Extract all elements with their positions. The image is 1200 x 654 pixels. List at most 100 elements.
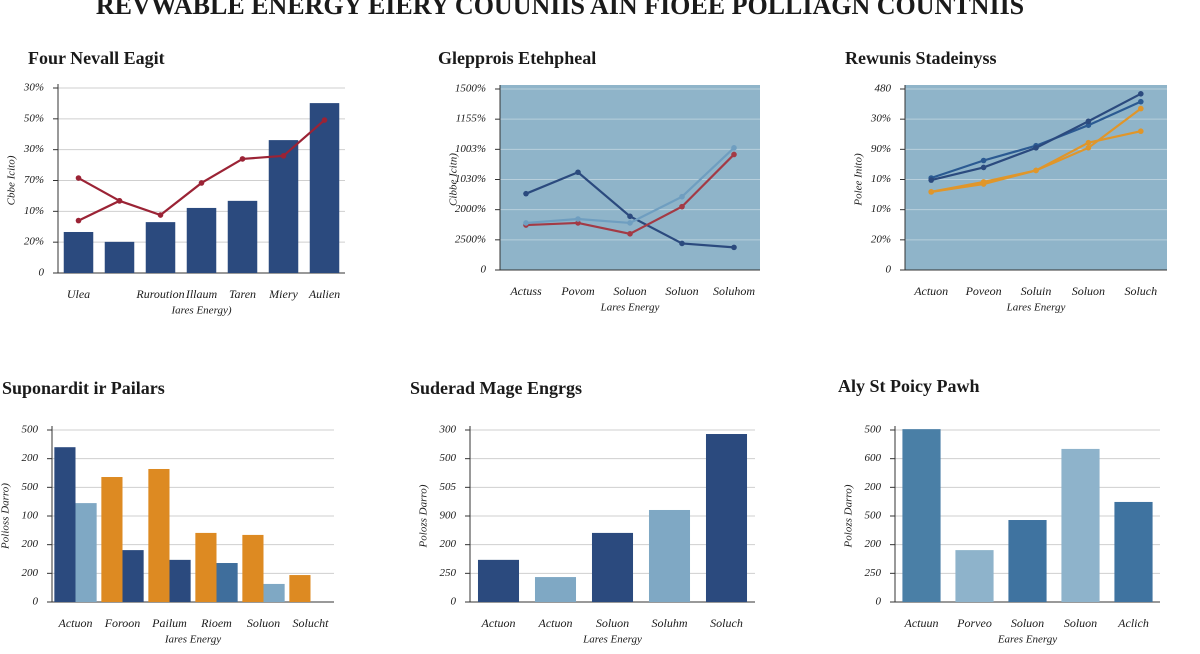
y-tick-label: 0 <box>886 264 892 276</box>
y-tick-label: 600 <box>865 452 882 464</box>
point <box>980 164 987 171</box>
bar <box>534 577 577 602</box>
point <box>679 240 685 247</box>
chart-title: Aly St Poicy Pawh <box>838 376 980 396</box>
x-axis-label: Lares Energy <box>600 302 660 314</box>
chart-title: Suponardit ir Pailars <box>2 378 165 398</box>
x-tick-label: Rioem <box>200 616 232 630</box>
y-tick-label: 500 <box>440 452 457 464</box>
y-tick-label: 20% <box>24 236 44 248</box>
y-tick-label: 2000% <box>455 203 486 215</box>
bar <box>1008 520 1047 602</box>
x-tick-label: Poveon <box>965 284 1002 298</box>
bar <box>902 429 941 602</box>
bar <box>648 509 691 602</box>
point <box>575 216 581 222</box>
x-tick-label: Taren <box>229 287 256 301</box>
point <box>928 189 934 195</box>
bar <box>242 534 264 602</box>
point <box>1138 105 1144 112</box>
x-tick-label: Soluon <box>1072 284 1105 298</box>
point <box>1085 118 1092 125</box>
x-tick-label: Illaum <box>185 287 218 301</box>
y-tick-label: 505 <box>440 481 457 493</box>
bar <box>186 207 217 273</box>
x-tick-label: Soluch <box>710 616 743 630</box>
bar <box>289 575 311 602</box>
x-tick-label: Soluon <box>665 284 698 298</box>
y-tick-label: 200 <box>865 538 882 550</box>
x-axis-label: Eares Energy <box>997 634 1057 646</box>
x-tick-label: Actuon <box>58 616 93 630</box>
y-tick-label: 70% <box>24 174 44 186</box>
chart-title: Four Nevall Eagit <box>28 48 165 68</box>
y-tick-label: 0 <box>451 596 457 608</box>
x-axis-label: Lares Energy <box>1006 302 1066 314</box>
y-tick-label: 1030% <box>455 173 486 185</box>
x-tick-label: Soluch <box>1124 284 1157 298</box>
x-tick-label: Soluon <box>613 284 646 298</box>
y-tick-label: 1155% <box>456 113 486 125</box>
x-tick-label: Soluon <box>596 616 629 630</box>
point <box>1085 122 1092 128</box>
y-tick-label: 30% <box>23 143 44 155</box>
y-tick-label: 10% <box>871 203 891 215</box>
point <box>627 220 633 226</box>
x-tick-label: Actuon <box>481 616 516 630</box>
bar <box>955 550 994 602</box>
y-tick-label: 0 <box>876 596 882 608</box>
y-tick-label: 0 <box>33 596 39 608</box>
chart-title: Rewunis Stadeinyss <box>845 48 997 68</box>
y-tick-label: 0 <box>39 267 45 279</box>
x-tick-label: Miery <box>268 287 298 301</box>
y-tick-label: 30% <box>870 113 891 125</box>
y-tick-label: 50% <box>24 112 44 124</box>
x-tick-label: Pailum <box>151 616 187 630</box>
point <box>679 203 685 210</box>
point <box>980 179 987 185</box>
point <box>928 177 934 183</box>
y-tick-label: 90% <box>871 143 891 155</box>
point <box>731 145 737 151</box>
bar <box>263 583 285 602</box>
x-tick-label: Aclich <box>1117 616 1149 630</box>
point <box>198 180 205 186</box>
y-tick-label: 500 <box>22 481 39 493</box>
bar <box>145 222 176 273</box>
point <box>679 193 685 200</box>
x-tick-label: Actuss <box>509 284 542 298</box>
y-axis-label: Polee Inito) <box>853 153 865 207</box>
y-tick-label: 200 <box>22 538 39 550</box>
x-tick-label: Ulea <box>67 287 90 301</box>
x-axis-label: Iares Energy <box>164 634 221 646</box>
point <box>1033 167 1039 174</box>
plot-background <box>905 85 1167 270</box>
y-axis-label: Polozs Darro) <box>418 484 430 548</box>
x-tick-label: Soluon <box>1064 616 1097 630</box>
y-tick-label: 100 <box>22 510 39 522</box>
x-tick-label: Actuon <box>913 284 948 298</box>
chart-title: Suderad Mage Engrgs <box>410 378 582 398</box>
x-axis-label: Iares Energy) <box>171 305 232 317</box>
line <box>77 177 121 202</box>
x-tick-label: Porveo <box>956 616 992 630</box>
point <box>1138 128 1144 135</box>
y-tick-label: 0 <box>481 264 487 276</box>
y-tick-label: 500 <box>22 424 39 436</box>
point <box>523 220 529 226</box>
point <box>280 153 287 159</box>
bar <box>101 477 123 602</box>
bar <box>75 503 97 602</box>
bar <box>169 559 191 602</box>
y-tick-label: 900 <box>440 510 457 522</box>
point <box>1138 98 1144 105</box>
point <box>627 231 633 237</box>
point <box>1085 145 1092 151</box>
bar <box>1061 448 1100 602</box>
y-tick-label: 30% <box>23 82 44 94</box>
y-tick-label: 1500% <box>455 83 486 95</box>
y-tick-label: 500 <box>865 424 882 436</box>
point <box>731 151 737 158</box>
y-tick-label: 250 <box>865 567 882 579</box>
